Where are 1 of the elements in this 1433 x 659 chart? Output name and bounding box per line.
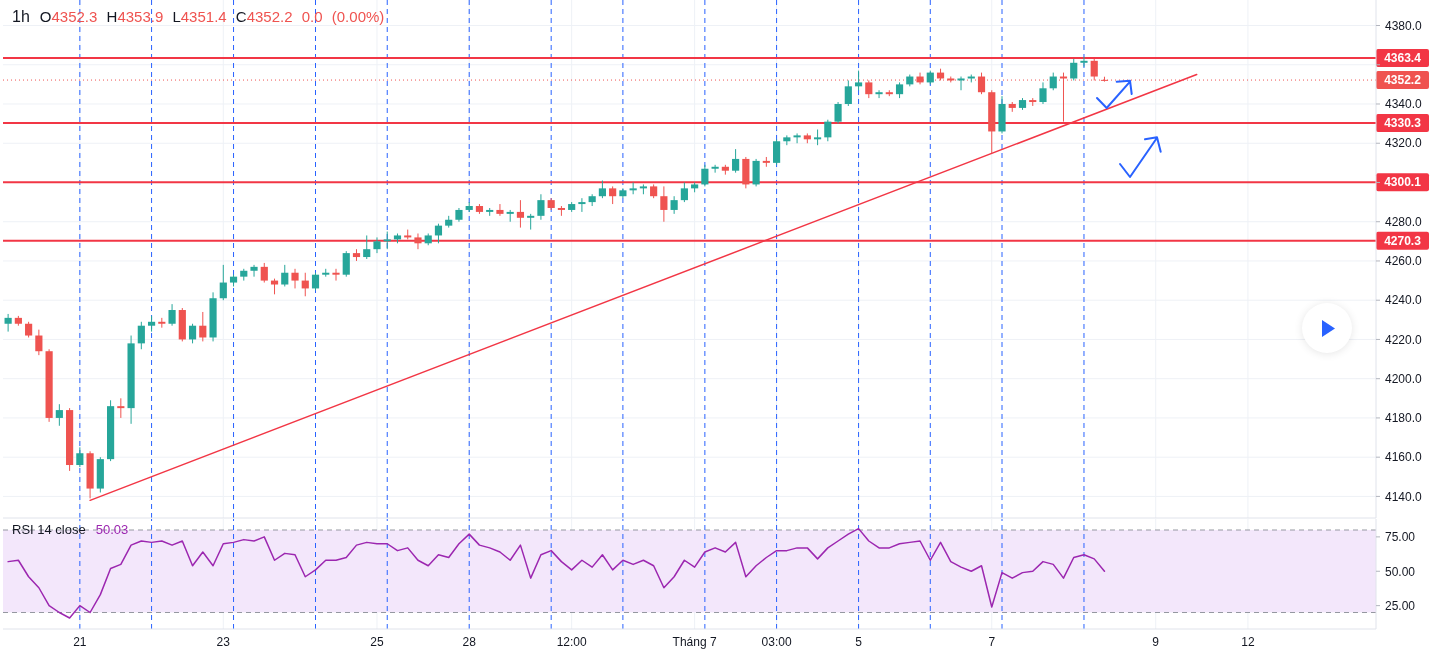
candlestick xyxy=(4,313,12,333)
